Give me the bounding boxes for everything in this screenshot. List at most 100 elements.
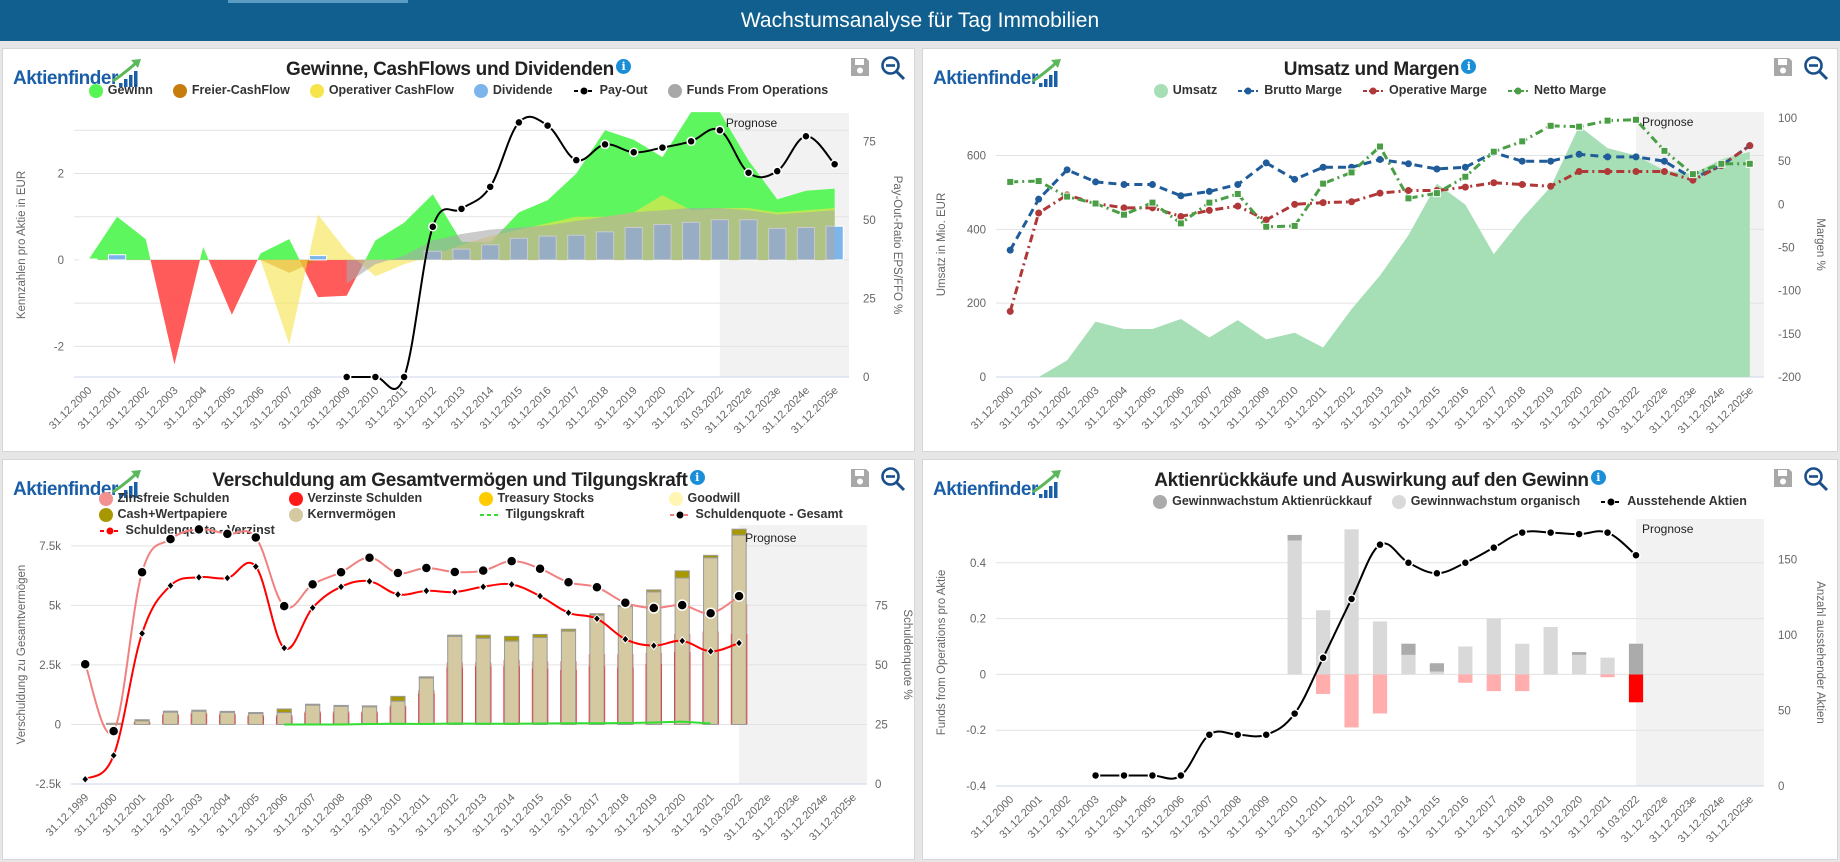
panel-umsatz-margen: Aktienfinder Umsatz und Margen i Umsatz Brut… xyxy=(922,48,1838,452)
data-point xyxy=(251,561,260,572)
bar-cash-wertpapiere xyxy=(418,676,434,679)
bar-kernverm-gen xyxy=(191,710,207,725)
data-point xyxy=(1006,177,1015,186)
legend-line-symbol xyxy=(479,513,500,516)
data-point xyxy=(1688,170,1697,179)
legend-item-schuldenquote-gesamt[interactable]: Schuldenquote - Gesamt xyxy=(669,507,859,522)
data-point xyxy=(449,566,461,578)
save-icon[interactable] xyxy=(848,466,872,490)
info-icon[interactable]: i xyxy=(615,59,631,74)
y-left-tick-label: 0 xyxy=(980,372,986,384)
data-point xyxy=(1034,177,1043,186)
data-point xyxy=(534,562,546,575)
legend-item-umsatz[interactable]: Umsatz xyxy=(1153,83,1218,98)
zoom-out-icon[interactable] xyxy=(880,466,906,492)
prognose-label: Prognose xyxy=(1642,115,1694,129)
bar-gewinnwachstum-organisch xyxy=(1316,610,1331,675)
data-point xyxy=(1518,181,1526,189)
legend-item-gewinnwachstum-aktienr-ckkauf[interactable]: Gewinnwachstum Aktienrückkauf xyxy=(1153,494,1372,509)
data-point xyxy=(1631,550,1641,560)
data-point xyxy=(628,147,639,158)
save-icon[interactable] xyxy=(1771,55,1795,79)
legend-item-operative-marge[interactable]: Operative Marge xyxy=(1362,83,1487,98)
data-point xyxy=(1660,168,1668,176)
data-point xyxy=(1291,200,1299,208)
zoom-out-icon[interactable] xyxy=(1803,466,1829,492)
y-left-axis-title: Funds from Operations pro Aktie xyxy=(936,570,948,736)
area-negative xyxy=(88,259,835,365)
legend-item-treasury-stocks[interactable]: Treasury Stocks xyxy=(478,491,669,506)
info-icon[interactable]: i xyxy=(689,470,705,485)
data-point xyxy=(1120,210,1128,219)
legend-item-freier-cashflow[interactable]: Freier-CashFlow xyxy=(172,83,290,98)
chart-plot: -0.4 -0.2 0 0.2 0.4 0 50 100 150 Funds from Opera… xyxy=(936,519,1826,845)
legend-item-ausstehende-aktien[interactable]: Ausstehende Aktien xyxy=(1600,494,1747,509)
legend-item-kernverm-gen[interactable]: Kernvermögen xyxy=(288,507,479,522)
data-point xyxy=(1234,181,1242,189)
data-point xyxy=(1091,199,1100,208)
bar-gewinnwachstum-aktienr-ckkauf xyxy=(1316,674,1331,694)
data-point xyxy=(1376,155,1384,163)
legend-item-pay-out[interactable]: Pay-Out xyxy=(573,83,648,98)
y-right-tick-label: 50 xyxy=(863,215,876,227)
bar-gewinnwachstum-aktienr-ckkauf xyxy=(1515,674,1530,692)
bar-gewinnwachstum-aktienr-ckkauf xyxy=(1458,674,1473,683)
data-point xyxy=(1461,172,1470,181)
bar-cash-wertpapiere xyxy=(447,634,463,637)
legend-item-cash-wertpapiere[interactable]: Cash+Wertpapiere xyxy=(98,507,289,522)
zoom-out-icon[interactable] xyxy=(1803,55,1829,81)
bar-cash-wertpapiere xyxy=(305,703,321,706)
bar-gewinnwachstum-organisch xyxy=(1515,643,1530,675)
y-left-tick-label: -2 xyxy=(54,341,64,353)
data-point xyxy=(1348,198,1356,206)
y-right-tick-label: 0 xyxy=(875,779,881,791)
bar-kernverm-gen xyxy=(703,557,719,725)
legend-item-funds-from-operations[interactable]: Funds From Operations xyxy=(667,83,828,98)
bar-kernverm-gen xyxy=(134,720,150,725)
legend-line-symbol xyxy=(573,87,594,94)
legend-item-brutto-marge[interactable]: Brutto Marge xyxy=(1237,83,1342,98)
data-point xyxy=(535,591,545,601)
legend-item-gewinnwachstum-organisch[interactable]: Gewinnwachstum organisch xyxy=(1391,494,1580,509)
legend-item-goodwill[interactable]: Goodwill xyxy=(668,491,859,506)
page-title: Wachstumsanalyse für Tag Immobilien xyxy=(740,8,1100,32)
data-point xyxy=(1319,199,1327,207)
chart-legend: Gewinnwachstum Aktienrückkauf Gewinnwachs… xyxy=(1103,494,1797,509)
data-point xyxy=(1347,168,1356,177)
save-icon[interactable] xyxy=(1771,466,1795,490)
bar-cash-wertpapiere xyxy=(475,634,491,639)
chart-title-text: Umsatz und Margen xyxy=(1283,59,1460,80)
legend-item-dividende[interactable]: Dividende xyxy=(473,83,553,98)
series-kernverm-gen xyxy=(106,534,747,725)
legend-item-zinsfreie-schulden[interactable]: Zinsfreie Schulden xyxy=(98,491,289,506)
series-line xyxy=(84,561,740,781)
y-right-axis-title: Pay-Out-Ratio EPS/FFO % xyxy=(891,176,903,315)
bar-kernverm-gen xyxy=(248,712,264,725)
data-point xyxy=(657,142,668,153)
legend-item-verzinste-schulden[interactable]: Verzinste Schulden xyxy=(288,491,479,506)
data-point xyxy=(542,120,553,131)
y-left-tick-label: 7.5k xyxy=(39,541,61,553)
info-icon[interactable]: i xyxy=(1590,470,1606,485)
data-point xyxy=(193,523,205,536)
info-icon[interactable]: i xyxy=(1461,59,1477,74)
legend-item-tilgungskraft[interactable]: Tilgungskraft xyxy=(479,507,669,522)
data-point xyxy=(166,580,175,591)
legend-item-netto-marge[interactable]: Netto Marge xyxy=(1507,83,1606,98)
legend-item-operativer-cashflow[interactable]: Operativer CashFlow xyxy=(309,83,454,98)
legend-item-gewinn[interactable]: Gewinn xyxy=(88,83,153,98)
bar-gewinnwachstum-organisch xyxy=(1572,654,1587,675)
data-point xyxy=(1489,147,1498,156)
data-point xyxy=(1490,179,1498,187)
bar-kernverm-gen xyxy=(162,711,179,725)
legend-label: Umsatz xyxy=(1172,83,1218,97)
series-cash-wertpapiere xyxy=(134,528,747,722)
data-point xyxy=(109,750,118,761)
save-icon[interactable] xyxy=(848,55,872,79)
zoom-out-icon[interactable] xyxy=(880,55,906,81)
data-point xyxy=(1318,653,1328,663)
data-point xyxy=(336,582,346,592)
y-left-tick-label: 600 xyxy=(967,151,986,163)
y-left-tick-label: 0 xyxy=(980,669,986,681)
bar-dividende xyxy=(107,254,127,261)
